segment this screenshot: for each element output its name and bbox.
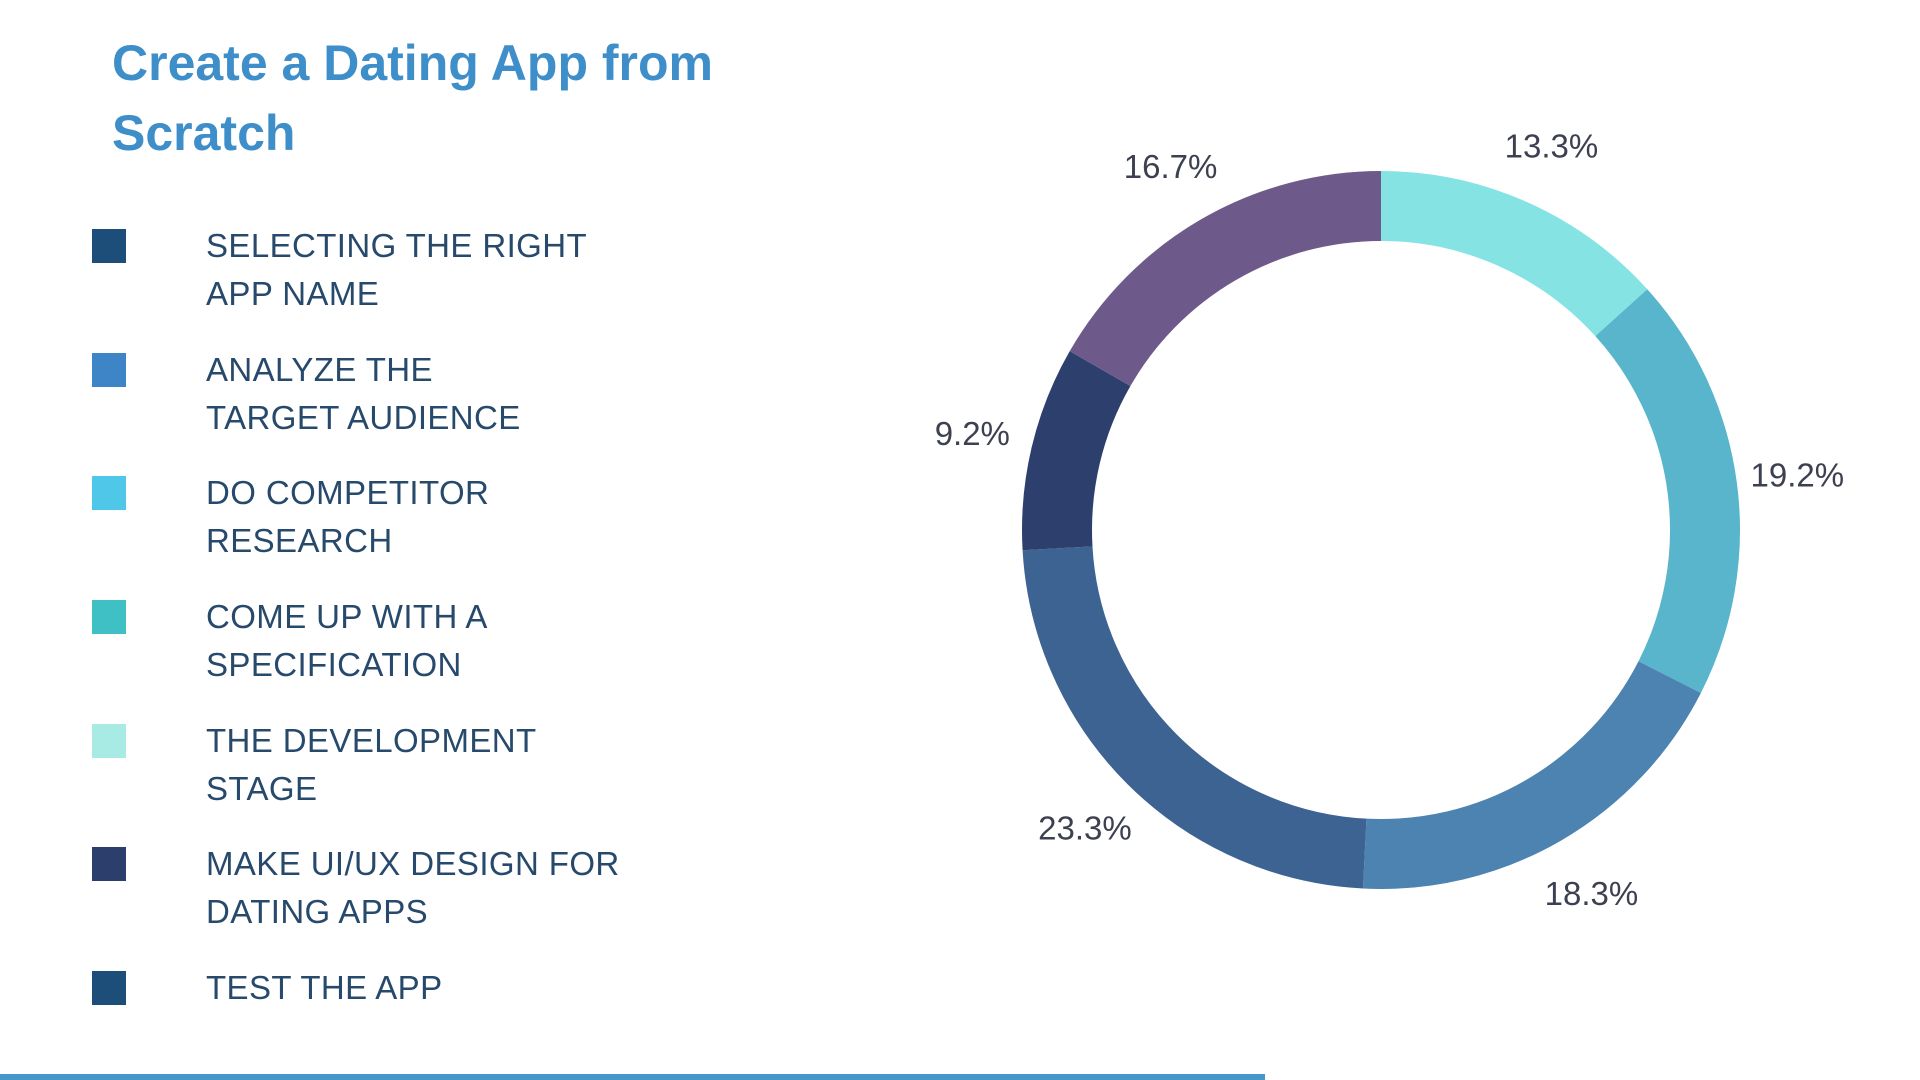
chart-legend: SELECTING THE RIGHT APP NAME ANALYZE THE …	[92, 222, 620, 1012]
slice-percentage-label-1: 19.2%	[1751, 456, 1845, 493]
page-title: Create a Dating App from Scratch	[112, 35, 714, 161]
legend-item-3: COME UP WITH A SPECIFICATION	[92, 593, 620, 689]
legend-item-label: MAKE UI/UX DESIGN FOR DATING APPS	[206, 845, 620, 931]
legend-swatch-icon	[92, 476, 126, 511]
legend-item-6: TEST THE APP	[92, 964, 620, 1012]
legend-swatch-icon	[92, 352, 126, 387]
legend-item-label: SELECTING THE RIGHT APP NAME	[206, 227, 588, 312]
legend-item-label: ANALYZE THE TARGET AUDIENCE	[206, 350, 521, 436]
donut-slice-5	[1069, 171, 1382, 387]
legend-item-2: DO COMPETITOR RESEARCH	[92, 469, 620, 565]
legend-swatch-icon	[92, 723, 126, 758]
legend-item-label: TEST THE APP	[206, 969, 443, 1007]
slice-percentage-label-5: 16.7%	[1124, 148, 1218, 185]
footer-accent-bar	[0, 1074, 1265, 1080]
donut-slice-0	[1380, 171, 1648, 337]
slice-percentage-label-0: 13.3%	[1505, 128, 1599, 165]
legend-item-label: THE DEVELOPMENT STAGE	[206, 721, 537, 807]
donut-slice-3	[1022, 545, 1367, 889]
donut-slice-4	[1022, 351, 1131, 551]
legend-item-label: COME UP WITH A SPECIFICATION	[206, 598, 488, 683]
legend-swatch-icon	[92, 971, 126, 1006]
legend-item-label: DO COMPETITOR RESEARCH	[206, 474, 490, 560]
donut-slice-1	[1595, 289, 1740, 693]
slice-percentage-label-3: 23.3%	[1038, 809, 1132, 846]
donut-chart: 13.3% 19.2% 18.3% 23.3% 9.2% 16.7%	[935, 128, 1845, 912]
legend-swatch-icon	[92, 600, 126, 635]
legend-swatch-icon	[92, 229, 126, 263]
legend-item-5: MAKE UI/UX DESIGN FOR DATING APPS	[92, 840, 620, 936]
legend-item-4: THE DEVELOPMENT STAGE	[92, 717, 620, 813]
legend-item-1: ANALYZE THE TARGET AUDIENCE	[92, 346, 620, 442]
donut-slice-2	[1362, 660, 1701, 889]
slice-percentage-label-2: 18.3%	[1545, 875, 1639, 912]
slice-percentage-label-4: 9.2%	[935, 415, 1010, 452]
legend-item-0: SELECTING THE RIGHT APP NAME	[92, 222, 620, 318]
legend-swatch-icon	[92, 847, 126, 882]
